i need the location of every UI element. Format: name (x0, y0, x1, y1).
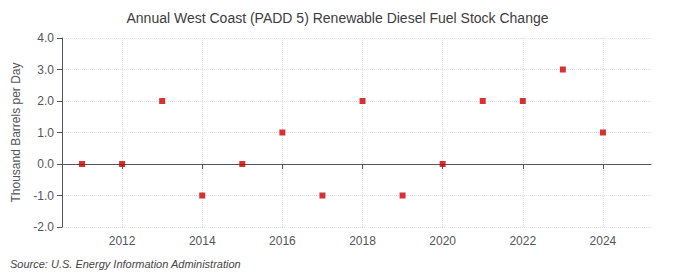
svg-text:3.0: 3.0 (37, 63, 54, 77)
svg-text:Source: U.S. Energy Informatio: Source: U.S. Energy Information Administ… (10, 258, 241, 270)
svg-text:4.0: 4.0 (37, 31, 54, 45)
svg-text:1.0: 1.0 (37, 126, 54, 140)
svg-text:2022: 2022 (509, 234, 536, 248)
svg-text:-2.0: -2.0 (33, 220, 54, 234)
svg-text:2020: 2020 (429, 234, 456, 248)
svg-text:2014: 2014 (189, 234, 216, 248)
svg-text:0.0: 0.0 (37, 157, 54, 171)
svg-text:2024: 2024 (590, 234, 617, 248)
svg-text:2012: 2012 (109, 234, 136, 248)
svg-text:2016: 2016 (269, 234, 296, 248)
svg-text:-1.0: -1.0 (33, 189, 54, 203)
svg-text:Thousand Barrels per Day: Thousand Barrels per Day (9, 62, 23, 202)
svg-text:Annual West Coast (PADD 5) Ren: Annual West Coast (PADD 5) Renewable Die… (126, 10, 548, 26)
svg-text:2.0: 2.0 (37, 94, 54, 108)
svg-text:2018: 2018 (349, 234, 376, 248)
